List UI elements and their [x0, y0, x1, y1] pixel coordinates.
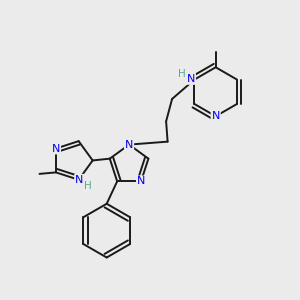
Text: N: N — [137, 176, 145, 186]
Text: H: H — [84, 181, 92, 191]
Text: N: N — [187, 74, 195, 84]
Text: N: N — [75, 175, 83, 185]
Text: N: N — [125, 140, 133, 150]
Text: H: H — [178, 69, 185, 79]
Text: N: N — [52, 143, 60, 154]
Text: N: N — [212, 111, 220, 121]
